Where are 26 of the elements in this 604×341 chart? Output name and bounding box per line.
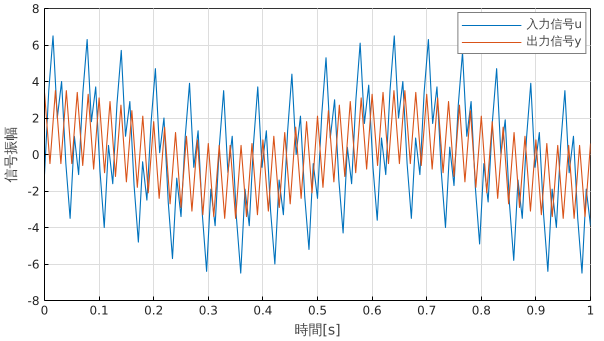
x-tick-label: 1	[586, 304, 594, 318]
y-tick-label: -8	[28, 294, 40, 308]
x-tick-label: 0.3	[198, 304, 218, 318]
y-tick-label: 2	[32, 112, 40, 126]
x-tick-label: 0.6	[362, 304, 382, 318]
x-tick-label: 0.9	[526, 304, 546, 318]
y-tick-label: 0	[32, 148, 40, 162]
y-tick-label: -4	[28, 221, 40, 235]
x-tick-label: 0.8	[472, 304, 491, 318]
y-tick-label: -6	[28, 258, 40, 272]
y-tick-label: 4	[32, 75, 40, 89]
y-tick-label: 8	[32, 2, 40, 16]
y-tick-label: 6	[32, 38, 40, 52]
y-tick-label: -2	[28, 184, 40, 198]
x-tick-label: 0	[40, 304, 48, 318]
x-tick-label: 0.2	[144, 304, 164, 318]
x-tick-label: 0.7	[417, 304, 436, 318]
x-axis-title: 時間[s]	[294, 322, 341, 338]
line-series	[44, 90, 590, 219]
x-tick-label: 0.5	[308, 304, 328, 318]
line-series	[44, 35, 590, 274]
legend-label: 入力信号u	[526, 16, 582, 33]
y-axis-title: 信号振幅	[4, 126, 20, 182]
legend-label: 出力信号y	[526, 33, 582, 50]
x-tick-label: 0.1	[90, 304, 109, 318]
x-tick-label: 0.4	[253, 304, 272, 318]
